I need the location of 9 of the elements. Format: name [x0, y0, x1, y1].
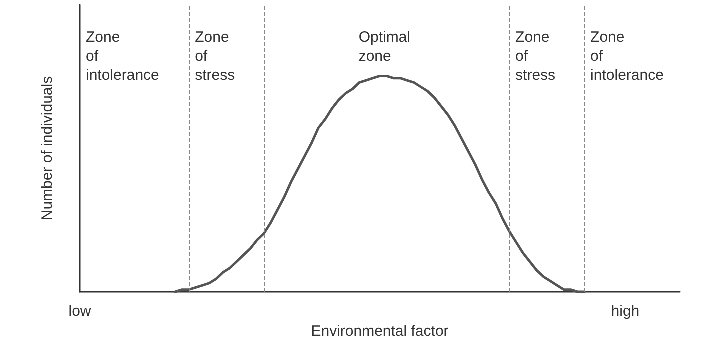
- text: Optimal zone: [358, 29, 411, 65]
- x-tick-label: low: [68, 303, 92, 320]
- annotation: Zone of intolerance: [86, 29, 160, 84]
- x-axis-title: Environmental factor: [311, 323, 449, 340]
- annotation: Zone of intolerance: [590, 29, 664, 84]
- annotation: Zone of stress: [516, 29, 556, 84]
- x-tick-label: high: [611, 303, 640, 320]
- y-axis-title: Number of individuals: [39, 76, 56, 221]
- annotation: Zone of stress: [195, 29, 236, 84]
